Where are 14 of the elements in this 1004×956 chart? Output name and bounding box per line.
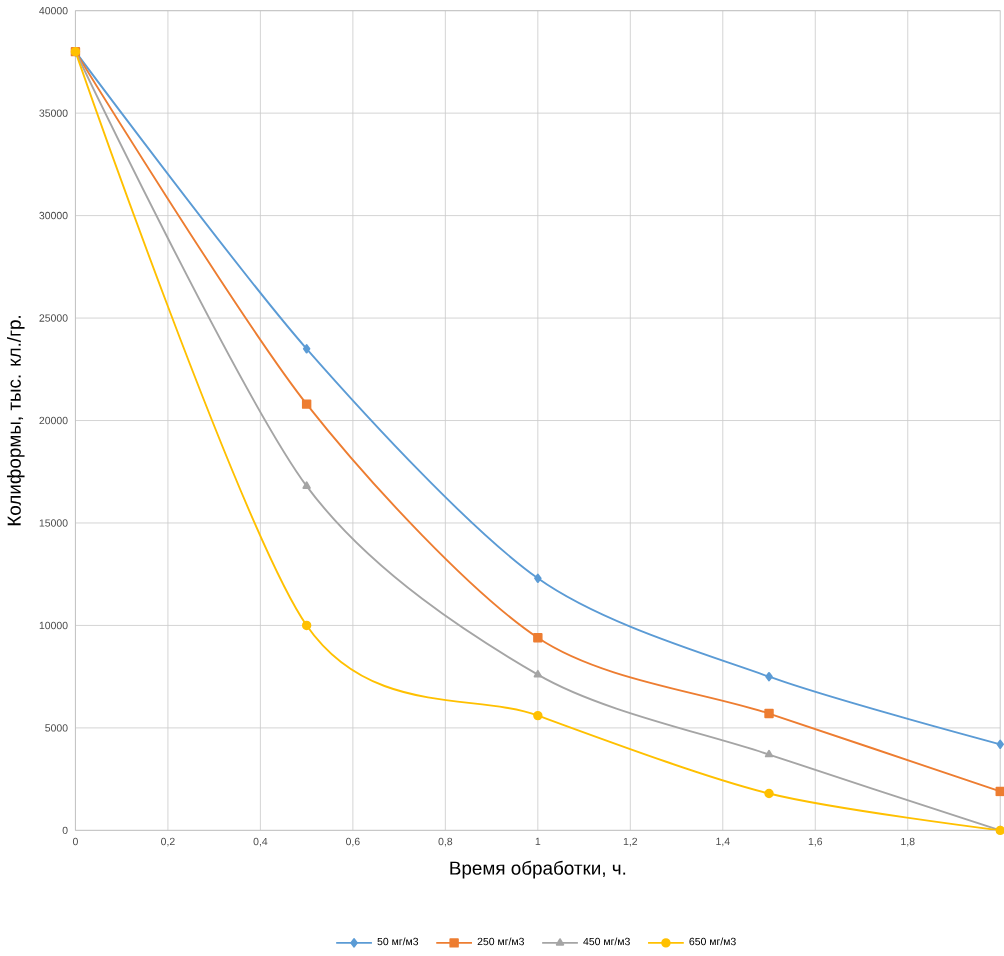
point bbox=[533, 710, 543, 721]
point bbox=[534, 573, 542, 583]
point bbox=[764, 749, 774, 758]
point bbox=[764, 708, 774, 718]
point bbox=[301, 620, 312, 630]
point bbox=[764, 788, 774, 798]
point bbox=[533, 669, 543, 678]
point bbox=[302, 343, 311, 354]
point bbox=[765, 671, 773, 682]
x-axis-title: Время обработки, ч. bbox=[450, 860, 626, 879]
point bbox=[302, 481, 311, 489]
point bbox=[533, 632, 543, 643]
y-axis-title: Колиформы, тыс. кл./гр. bbox=[6, 315, 25, 525]
point bbox=[301, 399, 312, 409]
